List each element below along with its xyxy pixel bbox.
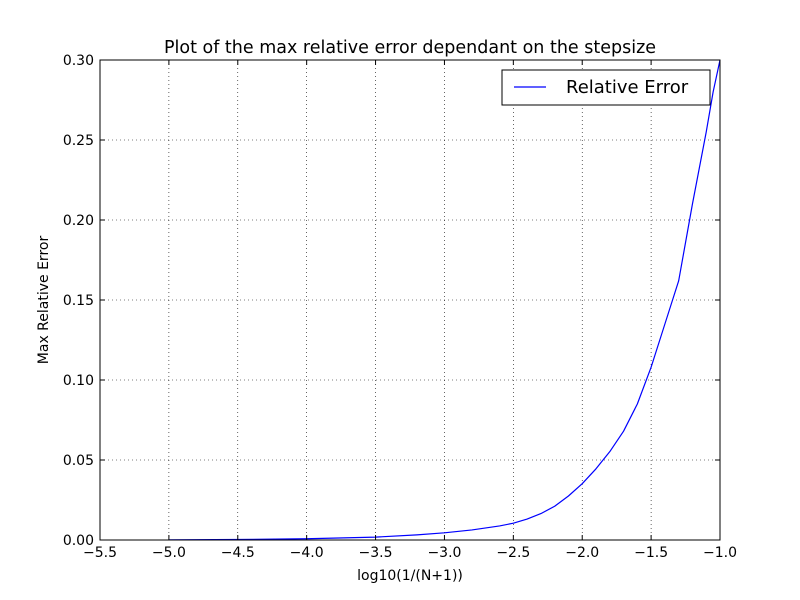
y-tick-label: 0.25: [63, 133, 94, 149]
y-axis-label: Max Relative Error: [36, 236, 52, 365]
y-tick-label: 0.00: [63, 533, 94, 549]
x-tick-label: −1.5: [634, 545, 668, 561]
x-tick-label: −3.0: [427, 545, 461, 561]
y-tick-label: 0.10: [63, 373, 94, 389]
y-tick-label: 0.20: [63, 213, 94, 229]
x-axis-label: log10(1/(N+1)): [357, 568, 463, 584]
x-tick-label: −1.0: [703, 545, 737, 561]
y-tick-label: 0.30: [63, 53, 94, 69]
legend: Relative Error: [501, 69, 711, 106]
x-tick-label: −4.0: [290, 545, 324, 561]
ticks-layer: −5.5 −5.0 −4.5 −4.0 −3.5 −3.0 −2.5 −2.0 −1.5 −1.0…: [63, 53, 737, 561]
x-tick-label: −4.5: [221, 545, 255, 561]
x-tick-label: −2.5: [496, 545, 530, 561]
series-line-relative-error: [168, 59, 721, 541]
x-tick-label: −2.0: [565, 545, 599, 561]
series-layer: [168, 59, 721, 541]
legend-label: Relative Error: [566, 77, 689, 98]
chart-title: Plot of the max relative error dependant…: [164, 38, 656, 58]
y-tick-label: 0.15: [63, 293, 94, 309]
x-tick-label: −5.0: [152, 545, 186, 561]
x-tick-label: −3.5: [359, 545, 393, 561]
y-tick-label: 0.05: [63, 453, 94, 469]
x-tick-label: −5.5: [83, 545, 117, 561]
